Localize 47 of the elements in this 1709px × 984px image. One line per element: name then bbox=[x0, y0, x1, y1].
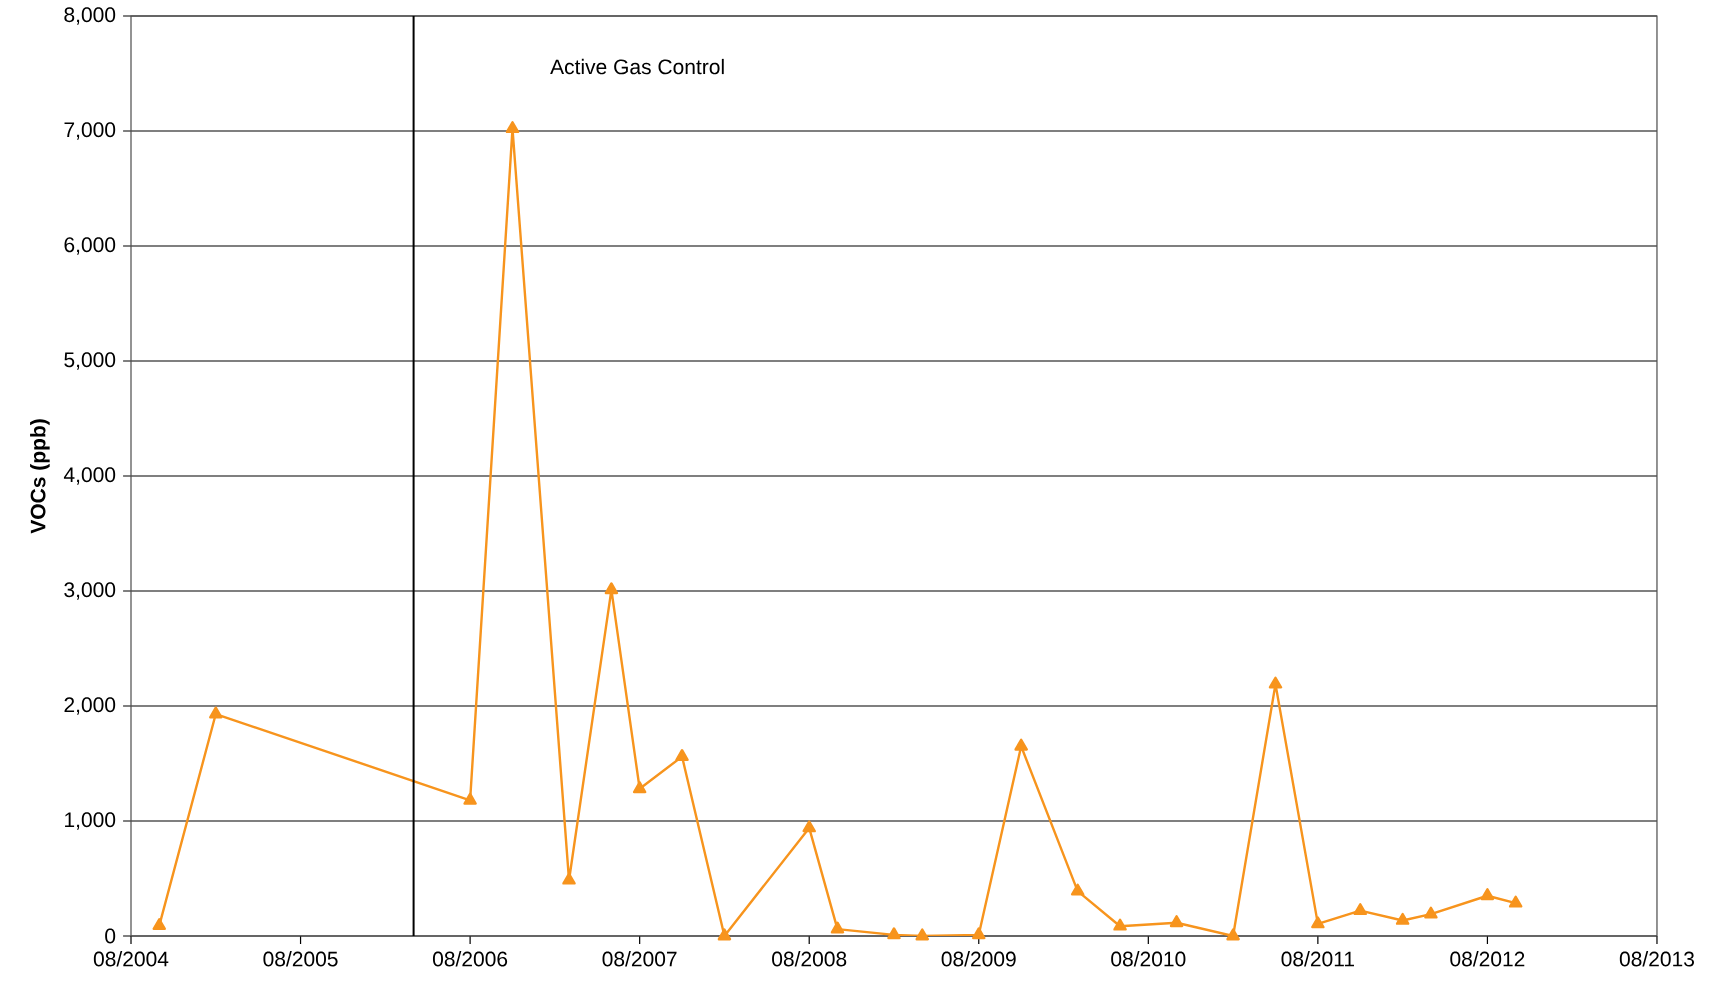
x-tick-label: 08/2009 bbox=[941, 951, 1016, 967]
y-axis-title: VOCs (ppb) bbox=[30, 419, 50, 534]
point bbox=[463, 792, 477, 805]
point bbox=[1424, 906, 1438, 919]
y-tick-label: 0 bbox=[105, 928, 116, 944]
point bbox=[1395, 912, 1410, 925]
point bbox=[632, 781, 647, 794]
point bbox=[1014, 738, 1028, 751]
point bbox=[972, 927, 986, 940]
y-tick-label: 3,000 bbox=[64, 582, 116, 600]
y-tick-label: 2,000 bbox=[64, 697, 116, 715]
point bbox=[1226, 928, 1240, 941]
x-tick-label: 08/2013 bbox=[1619, 951, 1694, 967]
point bbox=[1480, 888, 1495, 901]
annotation: Active Gas Control bbox=[550, 58, 724, 75]
x-tick-label: 08/2006 bbox=[432, 951, 508, 967]
y-tick-label: 4,000 bbox=[63, 467, 116, 485]
x-tick-label: 08/2008 bbox=[772, 951, 847, 967]
point bbox=[915, 928, 929, 941]
point bbox=[717, 928, 732, 941]
x-tick-label: 08/2012 bbox=[1450, 951, 1525, 967]
y-tick-label: 6,000 bbox=[64, 237, 116, 255]
point bbox=[562, 872, 576, 885]
y-tick-label: 8,000 bbox=[64, 7, 116, 25]
point bbox=[209, 706, 223, 719]
y-tick-label: 7,000 bbox=[64, 122, 116, 140]
point bbox=[1353, 903, 1367, 916]
point bbox=[1113, 918, 1127, 931]
point bbox=[1508, 895, 1523, 908]
y-tick-label: 1,000 bbox=[65, 812, 116, 830]
point bbox=[505, 121, 520, 134]
point bbox=[604, 582, 619, 595]
x-tick-label: 08/2007 bbox=[602, 951, 677, 967]
point bbox=[152, 918, 167, 931]
point bbox=[1070, 883, 1085, 896]
point bbox=[887, 927, 901, 940]
point bbox=[1268, 676, 1283, 689]
point bbox=[675, 748, 689, 761]
x-tick-label: 08/2010 bbox=[1111, 951, 1186, 967]
x-tick-label: 08/2011 bbox=[1281, 951, 1354, 967]
point bbox=[830, 921, 845, 934]
y-tick-label: 5,000 bbox=[64, 352, 116, 370]
point bbox=[1169, 915, 1184, 928]
point bbox=[802, 820, 816, 833]
x-tick-label: 08/2005 bbox=[263, 951, 338, 967]
point bbox=[1311, 916, 1325, 929]
x-tick-label: 08/2004 bbox=[93, 951, 169, 967]
